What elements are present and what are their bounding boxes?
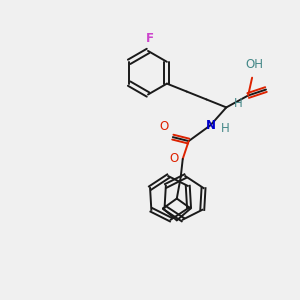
- Text: OH: OH: [245, 58, 263, 71]
- Text: N: N: [206, 119, 215, 132]
- Text: H: H: [234, 97, 243, 110]
- Text: O: O: [169, 152, 179, 165]
- Text: O: O: [160, 120, 169, 133]
- Text: H: H: [220, 122, 229, 135]
- Text: F: F: [146, 32, 154, 45]
